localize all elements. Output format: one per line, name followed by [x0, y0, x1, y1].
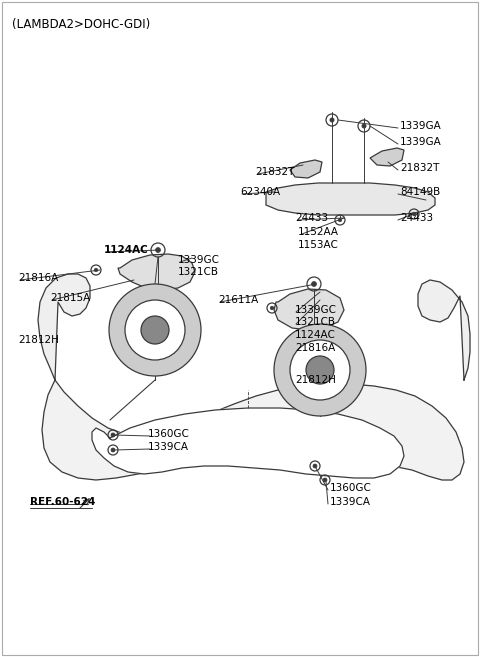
- Polygon shape: [42, 380, 464, 480]
- Circle shape: [338, 218, 342, 222]
- Circle shape: [141, 316, 169, 344]
- Text: 1339GA: 1339GA: [400, 137, 442, 147]
- Text: 1321CB: 1321CB: [178, 267, 219, 277]
- Text: 21812H: 21812H: [18, 335, 59, 345]
- Circle shape: [330, 118, 334, 122]
- Text: 62340A: 62340A: [240, 187, 280, 197]
- Text: 21832T: 21832T: [400, 163, 439, 173]
- Polygon shape: [370, 148, 404, 166]
- Circle shape: [125, 300, 185, 360]
- Text: 21611A: 21611A: [218, 295, 258, 305]
- Text: 21816A: 21816A: [18, 273, 58, 283]
- Polygon shape: [290, 160, 322, 178]
- Text: 1321CB: 1321CB: [295, 317, 336, 327]
- Circle shape: [412, 212, 416, 215]
- Text: 1339CA: 1339CA: [148, 442, 189, 452]
- Text: 1124AC: 1124AC: [295, 330, 336, 340]
- Text: 1339GA: 1339GA: [400, 121, 442, 131]
- Text: 1360GC: 1360GC: [148, 429, 190, 439]
- Circle shape: [323, 478, 327, 482]
- Text: 84149B: 84149B: [400, 187, 440, 197]
- Text: 21812H: 21812H: [295, 375, 336, 385]
- Circle shape: [270, 306, 274, 309]
- Text: 1339GC: 1339GC: [295, 305, 337, 315]
- Polygon shape: [38, 274, 90, 380]
- Polygon shape: [274, 289, 344, 330]
- Text: 21815A: 21815A: [50, 293, 90, 303]
- Circle shape: [156, 248, 160, 252]
- Text: (LAMBDA2>DOHC-GDI): (LAMBDA2>DOHC-GDI): [12, 18, 150, 31]
- Polygon shape: [266, 183, 435, 215]
- Circle shape: [109, 284, 201, 376]
- Circle shape: [274, 324, 366, 416]
- Text: 24433: 24433: [295, 213, 328, 223]
- Text: 21816A: 21816A: [295, 343, 335, 353]
- Circle shape: [111, 433, 115, 437]
- Circle shape: [94, 268, 98, 272]
- Circle shape: [290, 340, 350, 400]
- Circle shape: [111, 448, 115, 452]
- Polygon shape: [418, 280, 470, 380]
- Text: 24433: 24433: [400, 213, 433, 223]
- Polygon shape: [118, 254, 195, 290]
- Text: 1152AA: 1152AA: [298, 227, 339, 237]
- Text: 1339GC: 1339GC: [178, 255, 220, 265]
- Circle shape: [312, 282, 316, 286]
- Circle shape: [313, 464, 317, 468]
- Polygon shape: [92, 408, 404, 478]
- Text: REF.60-624: REF.60-624: [30, 497, 96, 507]
- Circle shape: [362, 124, 366, 128]
- Circle shape: [306, 356, 334, 384]
- Text: 21832T: 21832T: [255, 167, 294, 177]
- Text: 1339CA: 1339CA: [330, 497, 371, 507]
- Text: 1360GC: 1360GC: [330, 483, 372, 493]
- Text: 1153AC: 1153AC: [298, 240, 339, 250]
- Text: 1124AC: 1124AC: [104, 245, 149, 255]
